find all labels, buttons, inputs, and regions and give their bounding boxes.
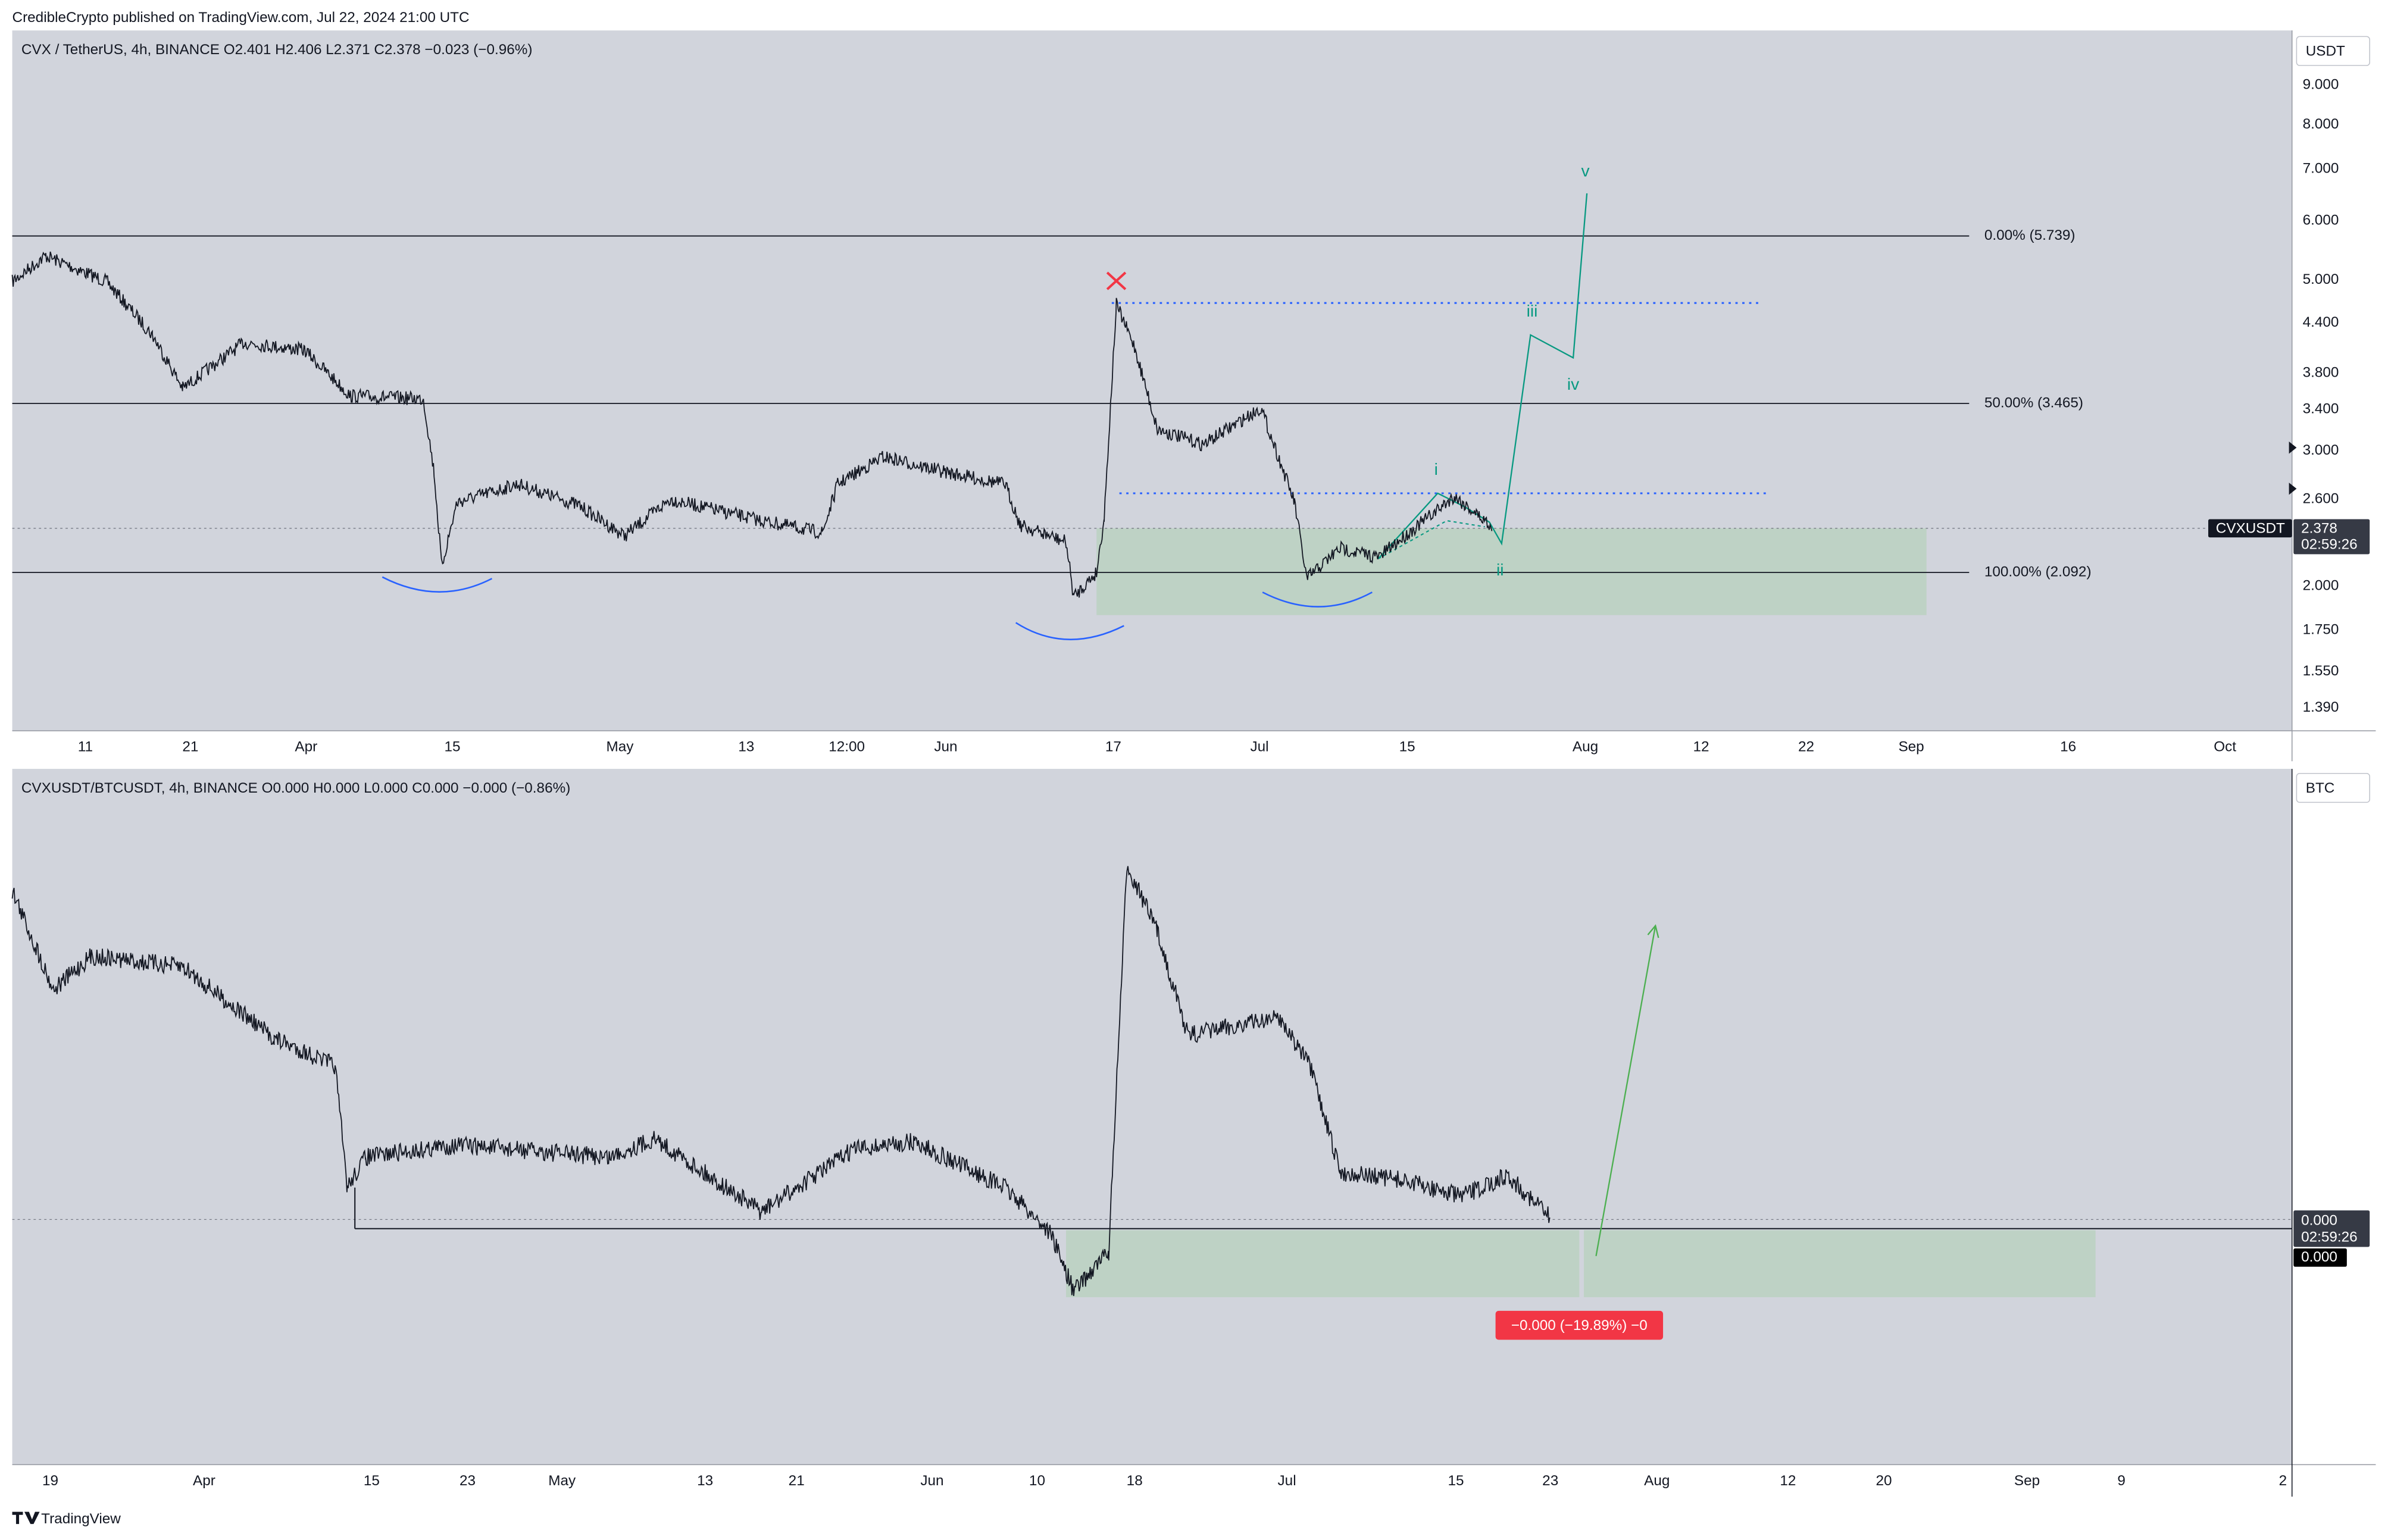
time-label: 20 — [1876, 1473, 1892, 1489]
time-label: Jun — [934, 739, 957, 755]
footer-brand: TradingView — [41, 1511, 121, 1527]
time-label: Aug — [1573, 739, 1598, 755]
pane-1 — [12, 30, 2292, 731]
currency-button[interactable] — [2296, 36, 2370, 66]
time-label: Jul — [1278, 1473, 1296, 1489]
time-label: Apr — [193, 1473, 215, 1489]
arc — [382, 576, 493, 593]
fib-label: 100.00% (2.092) — [1984, 564, 2092, 580]
time-label: 15 — [444, 739, 460, 755]
currency[interactable]: BTC — [2306, 780, 2335, 796]
price-scale-1 — [2292, 30, 2376, 731]
price-label: 1.550 — [2303, 663, 2339, 679]
currency-button[interactable] — [2296, 772, 2370, 803]
price-label: 2.600 — [2303, 491, 2339, 507]
scale-marker — [2289, 483, 2297, 495]
price-label: 3.800 — [2303, 364, 2339, 380]
countdown: 02:59:26 — [2301, 536, 2358, 552]
time-label: 11 — [78, 739, 93, 755]
time-label: Sep — [2014, 1473, 2040, 1489]
wave-channel — [1378, 519, 1485, 559]
time-label: 12:00 — [829, 739, 865, 755]
time-label: 17 — [1105, 739, 1121, 755]
price-label: 1.750 — [2303, 622, 2339, 638]
time-label: 21 — [789, 1473, 805, 1489]
price-scale-2 — [2292, 769, 2376, 1465]
fib-label: 50.00% (3.465) — [1984, 395, 2083, 411]
price-tag — [2293, 519, 2370, 555]
time-scale-2 — [12, 1464, 2376, 1497]
price-label: 8.000 — [2303, 116, 2339, 132]
wave-label: i — [1434, 460, 1438, 478]
price-tag — [2293, 1210, 2370, 1247]
time-label: 12 — [1693, 739, 1709, 755]
price-label: 7.000 — [2303, 160, 2339, 176]
level-tag-text: 0.000 — [2301, 1249, 2337, 1265]
time-label: Jun — [920, 1473, 943, 1489]
time-label: May — [606, 739, 634, 755]
price-label: 6.000 — [2303, 212, 2339, 228]
time-label: Aug — [1644, 1473, 1670, 1489]
price-series — [11, 866, 1551, 1296]
level-tag — [2293, 1248, 2347, 1267]
countdown: 02:59:26 — [2301, 1229, 2358, 1245]
x-marker — [1106, 271, 1127, 290]
price-label: 3.000 — [2303, 442, 2339, 458]
measure-box — [1495, 1310, 1664, 1340]
price-label: 3.400 — [2303, 401, 2339, 417]
price-label: 4.400 — [2303, 314, 2339, 330]
fib-label: 0.00% (5.739) — [1984, 227, 2076, 243]
time-label: 2 — [2279, 1473, 2287, 1489]
time-label: 15 — [364, 1473, 380, 1489]
price-tag-text: 0.000 — [2301, 1212, 2337, 1228]
demand-zone — [1066, 1230, 1580, 1297]
time-label: 23 — [1542, 1473, 1558, 1489]
legend: CVX / TetherUS, 4h, BINANCE O2.401 H2.40… — [21, 42, 533, 58]
scale-marker — [2289, 441, 2297, 454]
wave-label: v — [1581, 162, 1590, 180]
time-label: 21 — [182, 739, 198, 755]
time-label: Jul — [1250, 739, 1268, 755]
currency[interactable]: USDT — [2306, 43, 2345, 59]
price-tag-text: 2.378 — [2301, 521, 2337, 537]
time-label: 15 — [1448, 1473, 1464, 1489]
time-label: 13 — [738, 739, 754, 755]
symbol-tag — [2208, 519, 2292, 538]
demand-zone — [1583, 1230, 2096, 1297]
time-label: 13 — [697, 1473, 713, 1489]
wave-label: iii — [1527, 302, 1538, 320]
time-label: 19 — [42, 1473, 58, 1489]
arc — [1262, 591, 1373, 608]
wave-path — [1377, 193, 1588, 559]
time-label: Oct — [2214, 739, 2236, 755]
time-label: 22 — [1798, 739, 1814, 755]
arc — [1015, 622, 1124, 640]
time-label: Sep — [1898, 739, 1924, 755]
price-label: 1.390 — [2303, 699, 2339, 715]
price-label: 9.000 — [2303, 77, 2339, 93]
time-label: 18 — [1127, 1473, 1143, 1489]
time-scale-1 — [12, 731, 2376, 762]
measure-label: −0.000 (−19.89%) −0 — [1511, 1317, 1648, 1334]
wave-label: ii — [1496, 561, 1504, 579]
time-label: 12 — [1780, 1473, 1796, 1489]
symbol-tag-text: CVXUSDT — [2216, 521, 2285, 537]
header: CredibleCrypto published on TradingView.… — [12, 10, 470, 26]
time-label: 9 — [2117, 1473, 2126, 1489]
pane-2 — [12, 769, 2292, 1465]
wave-label: iv — [1567, 375, 1579, 393]
time-label: May — [548, 1473, 576, 1489]
arrow — [1595, 924, 1659, 1257]
price-label: 2.000 — [2303, 577, 2339, 593]
time-label: Apr — [295, 739, 317, 755]
legend: CVXUSDT/BTCUSDT, 4h, BINANCE O0.000 H0.0… — [21, 780, 570, 796]
time-label: 23 — [460, 1473, 476, 1489]
price-series — [11, 251, 1493, 598]
price-label: 5.000 — [2303, 271, 2339, 287]
time-label: 16 — [2060, 739, 2076, 755]
demand-zone — [1096, 528, 1927, 615]
time-label: 15 — [1399, 739, 1415, 755]
time-label: 10 — [1029, 1473, 1045, 1489]
